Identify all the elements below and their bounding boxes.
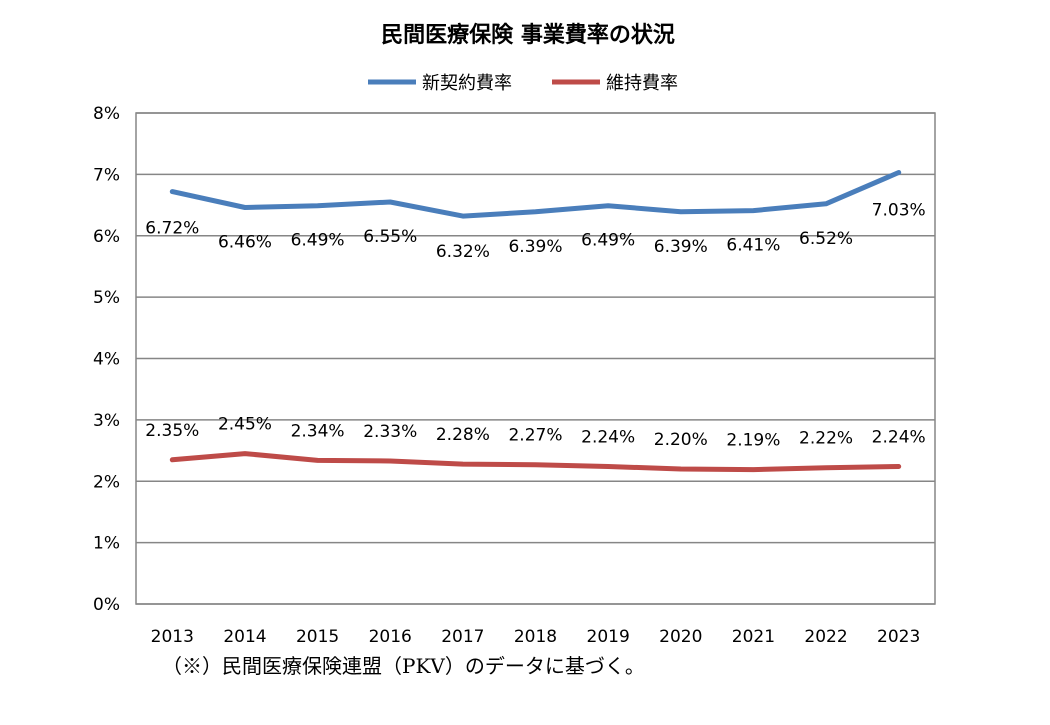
data-label: 6.72%	[145, 219, 199, 239]
x-axis: 2013 2014 2015 2016 2017 2018 2019 2020 2021 2022…	[151, 627, 921, 647]
series-line-2	[169, 451, 902, 473]
y-tick-label: 2%	[93, 472, 120, 492]
legend-label: 新契約費率	[422, 73, 512, 94]
x-tick-label: 2017	[441, 627, 484, 647]
x-tick-label: 2023	[877, 627, 920, 647]
x-tick-label: 2014	[223, 627, 266, 647]
chart-title: 民間医療保険 事業費率の状況	[381, 22, 675, 48]
x-tick-label: 2020	[659, 627, 702, 647]
series-line-1	[169, 170, 902, 219]
series-group	[169, 170, 902, 473]
y-tick-label: 1%	[93, 534, 120, 554]
data-label: 2.24%	[581, 428, 635, 448]
data-label: 2.22%	[799, 429, 853, 449]
x-tick-label: 2022	[804, 627, 847, 647]
data-label: 2.27%	[508, 426, 562, 446]
data-label: 7.03%	[872, 201, 926, 221]
data-label: 6.49%	[291, 231, 345, 251]
data-label: 6.46%	[218, 233, 272, 253]
data-label: 2.45%	[218, 415, 272, 435]
x-tick-label: 2015	[296, 627, 339, 647]
data-label: 2.33%	[363, 422, 417, 442]
data-label: 2.24%	[872, 428, 926, 448]
y-tick-label: 0%	[93, 595, 120, 615]
data-label: 6.39%	[508, 237, 562, 257]
data-label: 6.52%	[799, 229, 853, 249]
data-label: 6.55%	[363, 227, 417, 247]
x-tick-label: 2021	[732, 627, 775, 647]
y-tick-label: 3%	[93, 411, 120, 431]
data-label: 6.32%	[436, 242, 490, 262]
y-axis: 0% 1% 2% 3% 4% 5% 6% 7% 8%	[93, 104, 120, 615]
chart: 民間医療保険 事業費率の状況 新契約費率 維持費率 0% 1% 2% 3% 4% 5% 6% 7…	[93, 22, 936, 647]
data-label: 2.28%	[436, 425, 490, 445]
legend: 新契約費率 維持費率	[368, 73, 678, 94]
legend-label: 維持費率	[606, 73, 678, 94]
y-tick-label: 6%	[93, 227, 120, 247]
x-tick-label: 2018	[514, 627, 557, 647]
x-tick-label: 2019	[587, 627, 630, 647]
y-tick-label: 4%	[93, 350, 120, 370]
x-tick-label: 2013	[151, 627, 194, 647]
data-label: 2.35%	[145, 421, 199, 441]
data-label: 2.19%	[726, 431, 780, 451]
data-labels: 6.72% 6.46% 6.49% 6.55% 6.32% 6.39% 6.49% 6.39%…	[145, 201, 925, 451]
footnote: （※）民間医療保険連盟（PKV）のデータに基づく。	[162, 654, 645, 678]
plot-area	[135, 112, 936, 605]
data-label: 6.39%	[654, 237, 708, 257]
data-label: 2.20%	[654, 430, 708, 450]
data-label: 2.34%	[291, 421, 345, 441]
data-label: 6.41%	[726, 236, 780, 256]
y-tick-label: 8%	[93, 104, 120, 124]
y-tick-label: 5%	[93, 288, 120, 308]
y-tick-label: 7%	[93, 165, 120, 185]
data-label: 6.49%	[581, 231, 635, 251]
x-tick-label: 2016	[369, 627, 412, 647]
gridlines	[135, 112, 936, 605]
